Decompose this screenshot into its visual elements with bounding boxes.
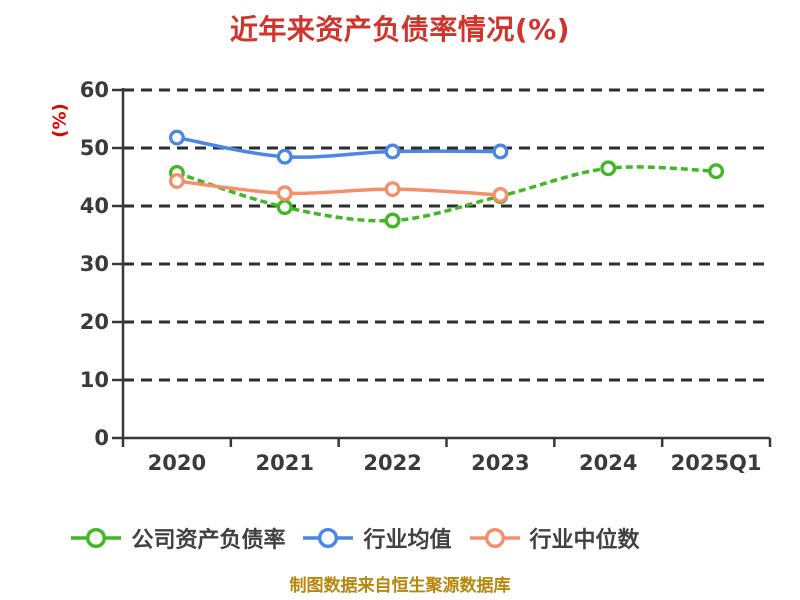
data-point — [492, 187, 509, 203]
legend: 公司资产负债率 行业均值 行业中位数 — [0, 521, 710, 555]
legend-marker-orange-icon — [469, 527, 520, 549]
legend-item-industry-mean: 行业均值 — [302, 522, 452, 554]
legend-item-company-ratio: 公司资产负债率 — [70, 522, 285, 554]
x-tick-label: 2022 — [363, 451, 422, 475]
y-tick-label: 10 — [79, 368, 109, 392]
y-tick-label: 60 — [79, 78, 109, 102]
data-point — [600, 160, 617, 177]
y-tick-label: 0 — [94, 426, 109, 450]
source-watermark: 制图数据来自恒生聚源数据库 — [289, 576, 511, 596]
legend-label: 公司资产负债率 — [131, 528, 286, 553]
legend-marker-blue-icon — [303, 527, 354, 549]
x-tick-label: 2021 — [255, 451, 314, 475]
data-point — [384, 212, 401, 229]
series-line-1 — [176, 135, 501, 159]
data-point — [708, 163, 725, 180]
data-point — [492, 143, 509, 160]
chart-title: 近年来资产负债率情况(%) — [229, 13, 571, 46]
data-point — [276, 185, 293, 202]
legend-label: 行业均值 — [363, 528, 452, 553]
data-point — [276, 199, 293, 216]
y-tick-label: 20 — [79, 310, 109, 334]
data-point — [168, 129, 185, 146]
y-tick-label: 30 — [79, 252, 109, 276]
x-tick-label: 2024 — [579, 451, 638, 475]
x-tick-label: 2025Q1 — [670, 451, 762, 475]
legend-label: 行业中位数 — [529, 528, 640, 553]
data-point — [384, 143, 401, 160]
series-line-2 — [176, 179, 501, 197]
series-line-0 — [176, 165, 717, 223]
data-point — [384, 181, 401, 198]
x-tick-label: 2023 — [471, 451, 530, 475]
data-point — [276, 148, 293, 165]
y-tick-label: 40 — [79, 194, 109, 218]
x-tick-label: 2020 — [147, 451, 207, 475]
data-point — [168, 173, 185, 190]
legend-marker-green-icon — [71, 527, 122, 549]
y-tick-label: 50 — [79, 136, 109, 160]
legend-item-industry-median: 行业中位数 — [469, 522, 640, 554]
